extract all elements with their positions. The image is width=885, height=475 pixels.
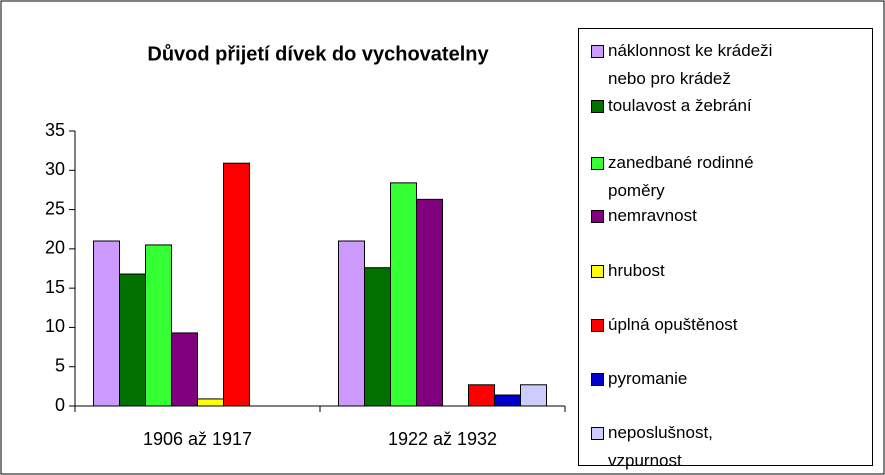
bar: [364, 267, 391, 407]
legend-entry: náklonnost ke krádeži nebo pro krádež: [591, 37, 784, 93]
legend-label: nemravnost: [608, 206, 697, 225]
chart-title: Důvod přijetí dívek do vychovatelny: [147, 43, 489, 65]
legend-swatch: [591, 265, 604, 278]
legend-entry: úplná opuštěnost: [591, 311, 784, 339]
bar: [171, 332, 198, 407]
legend-entry: pyromanie: [591, 365, 784, 393]
y-tick-label: 35: [45, 120, 65, 140]
legend-swatch: [591, 373, 604, 386]
legend-label: zanedbané rodinné poměry: [608, 153, 754, 200]
legend-label: náklonnost ke krádeži nebo pro krádež: [608, 41, 773, 88]
legend-label: pyromanie: [608, 369, 688, 388]
legend-swatch: [591, 319, 604, 332]
legend-label: hrubost: [608, 261, 665, 280]
legend-swatch: [591, 427, 604, 440]
legend-label: úplná opuštěnost: [608, 315, 738, 334]
bar: [119, 273, 146, 407]
legend-entry: zanedbané rodinné poměry: [591, 149, 784, 205]
legend-entry: toulavost a žebrání: [591, 92, 784, 120]
y-tick-label: 20: [45, 238, 65, 258]
bar: [468, 384, 495, 407]
legend-entry: neposlušnost, vzpurnost: [591, 419, 784, 475]
legend-entry: hrubost: [591, 257, 784, 285]
y-tick-label: 30: [45, 159, 65, 179]
legend: náklonnost ke krádeži nebo pro krádež tou…: [578, 28, 873, 470]
legend-swatch: [591, 210, 604, 223]
bar: [145, 244, 172, 407]
bar: [520, 384, 547, 407]
legend-entry: nemravnost: [591, 202, 784, 230]
bar: [390, 182, 417, 407]
y-tick-label: 5: [55, 355, 65, 375]
legend-label: toulavost a žebrání: [608, 96, 752, 115]
legend-swatch: [591, 45, 604, 58]
y-tick-label: 15: [45, 277, 65, 297]
legend-swatch: [591, 157, 604, 170]
x-tick-label: 1906 až 1917: [143, 429, 252, 449]
bar: [197, 398, 224, 407]
legend-label: neposlušnost, vzpurnost: [608, 423, 713, 470]
y-tick-label: 0: [55, 395, 65, 415]
legend-swatch: [591, 100, 604, 113]
x-tick-label: 1922 až 1932: [388, 429, 497, 449]
bar: [223, 162, 250, 407]
bar: [93, 240, 120, 407]
bar: [416, 198, 443, 407]
bar: [338, 240, 365, 407]
y-tick-label: 10: [45, 316, 65, 336]
y-tick-label: 25: [45, 198, 65, 218]
bar: [494, 394, 521, 407]
